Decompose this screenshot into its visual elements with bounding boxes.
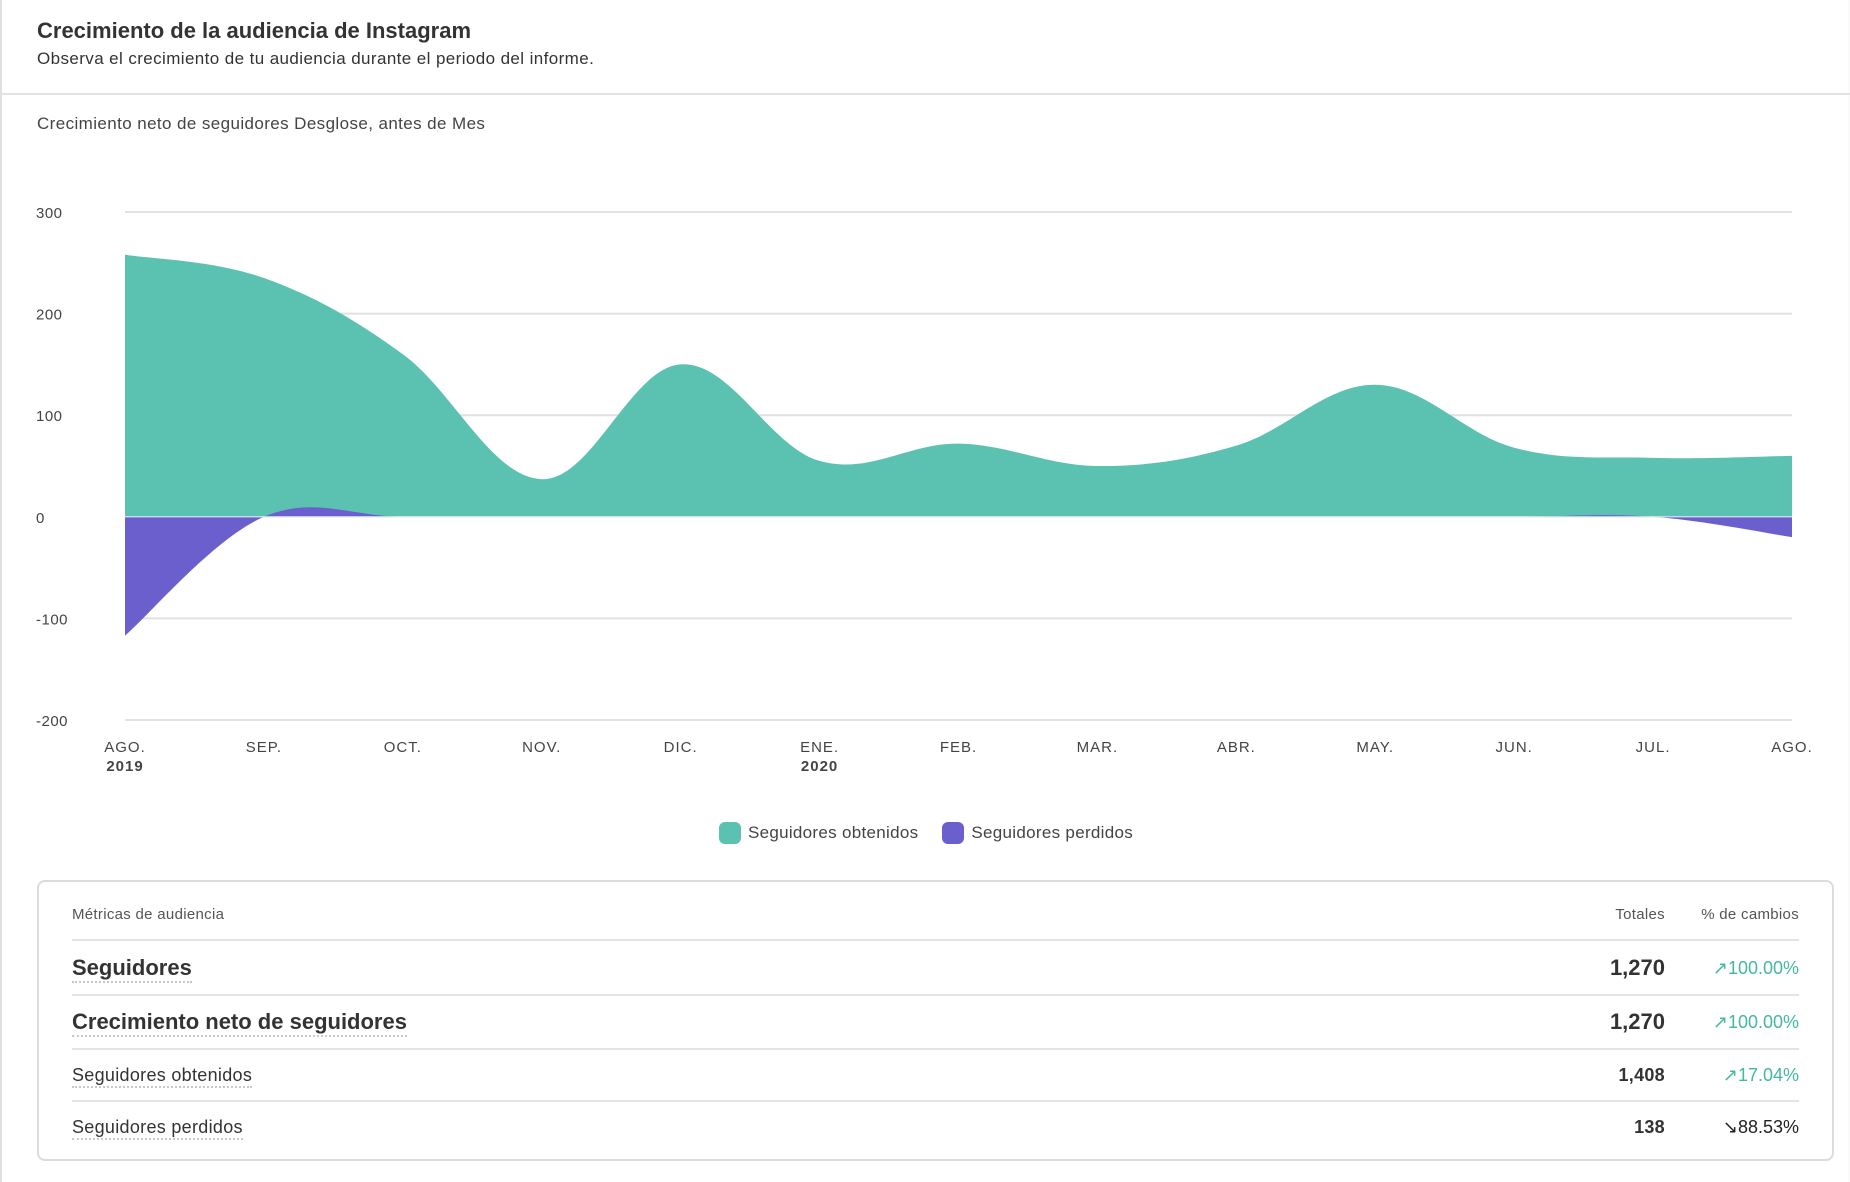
x-tick-label: JUN. bbox=[1495, 739, 1532, 756]
x-tick-label: SEP. bbox=[246, 739, 282, 756]
card-title: Crecimiento de la audiencia de Instagram bbox=[37, 18, 472, 43]
x-tick-label: AGO. bbox=[1771, 739, 1813, 756]
metric-change: ↗100.00% bbox=[1712, 1011, 1799, 1032]
table-divider bbox=[72, 994, 1799, 996]
metric-change: ↗17.04% bbox=[1722, 1064, 1799, 1085]
card-subtitle: Observa el crecimiento de tu audiencia d… bbox=[37, 49, 595, 68]
legend-label-lost: Seguidores perdidos bbox=[971, 823, 1134, 842]
follower-growth-chart: 300 200 100 0 -100 -200 AGO. 2019 SEP. OCT. NOV. D… bbox=[36, 205, 1813, 775]
x-year-label: 2019 bbox=[106, 758, 143, 775]
y-tick-label: 100 bbox=[36, 408, 63, 425]
metric-total: 1,270 bbox=[1609, 955, 1665, 980]
series-area-gained[interactable] bbox=[125, 254, 1792, 517]
x-tick-label: FEB. bbox=[940, 739, 977, 756]
x-tick-label: ABR. bbox=[1217, 739, 1256, 756]
x-tick-label: NOV. bbox=[522, 739, 561, 756]
series-area-lost[interactable] bbox=[125, 507, 1792, 636]
y-tick-label: -200 bbox=[36, 713, 68, 730]
trend-up-icon: ↗ bbox=[1722, 1064, 1738, 1085]
metric-name-gained[interactable]: Seguidores obtenidos bbox=[72, 1064, 253, 1088]
x-tick-label: MAR. bbox=[1077, 739, 1119, 756]
metric-total: 1,408 bbox=[1618, 1064, 1665, 1085]
table-divider bbox=[72, 1048, 1799, 1050]
x-tick-label: AGO. bbox=[104, 739, 146, 756]
table-row: Crecimiento neto de seguidores 1,270 ↗10… bbox=[72, 996, 1799, 1048]
metric-change: ↗100.00% bbox=[1712, 957, 1799, 978]
metric-name-lost[interactable]: Seguidores perdidos bbox=[72, 1116, 243, 1140]
x-tick-label: OCT. bbox=[384, 739, 422, 756]
legend-item-lost[interactable]: Seguidores perdidos bbox=[942, 822, 1133, 844]
x-year-label: 2020 bbox=[801, 758, 838, 775]
card-header: Crecimiento de la audiencia de Instagram… bbox=[37, 18, 594, 69]
chart-legend: Seguidores obtenidos Seguidores perdidos bbox=[2, 822, 1850, 844]
legend-item-gained[interactable]: Seguidores obtenidos bbox=[718, 822, 919, 844]
y-tick-label: 0 bbox=[36, 510, 45, 527]
y-tick-label: -100 bbox=[36, 611, 68, 628]
y-tick-label: 300 bbox=[36, 205, 63, 222]
x-tick-label: DIC. bbox=[664, 739, 698, 756]
audience-metrics-table: Métricas de audiencia Totales % de cambi… bbox=[37, 880, 1834, 1161]
legend-label-gained: Seguidores obtenidos bbox=[747, 823, 919, 842]
legend-swatch-gained bbox=[718, 822, 741, 844]
x-tick-label: MAY. bbox=[1356, 739, 1394, 756]
metric-total: 138 bbox=[1634, 1116, 1665, 1137]
metric-total: 1,270 bbox=[1609, 1009, 1665, 1034]
x-tick-label: ENE. bbox=[800, 739, 839, 756]
table-header-row: Métricas de audiencia Totales % de cambi… bbox=[72, 902, 1799, 926]
table-row: Seguidores obtenidos 1,408 ↗17.04% bbox=[72, 1050, 1799, 1100]
table-row: Seguidores perdidos 138 ↘88.53% bbox=[72, 1102, 1799, 1152]
table-divider bbox=[72, 939, 1799, 941]
trend-down-icon: ↘ bbox=[1722, 1116, 1738, 1137]
column-header-change: % de cambios bbox=[1701, 905, 1799, 923]
column-header-totals: Totales bbox=[1615, 905, 1665, 923]
chart-caption: Crecimiento neto de seguidores Desglose,… bbox=[37, 114, 486, 133]
table-row: Seguidores 1,270 ↗100.00% bbox=[72, 942, 1799, 994]
metric-change: ↘88.53% bbox=[1722, 1116, 1799, 1137]
x-tick-label: JUL. bbox=[1636, 739, 1671, 756]
header-divider bbox=[2, 93, 1850, 95]
table-divider bbox=[72, 1100, 1799, 1102]
trend-up-icon: ↗ bbox=[1712, 1011, 1728, 1032]
legend-swatch-lost bbox=[942, 822, 965, 844]
metric-name-net-growth[interactable]: Crecimiento neto de seguidores bbox=[72, 1009, 407, 1037]
y-tick-label: 200 bbox=[36, 307, 63, 324]
column-header-metric: Métricas de audiencia bbox=[72, 905, 225, 923]
trend-up-icon: ↗ bbox=[1712, 957, 1728, 978]
metric-name-followers[interactable]: Seguidores bbox=[72, 955, 192, 983]
